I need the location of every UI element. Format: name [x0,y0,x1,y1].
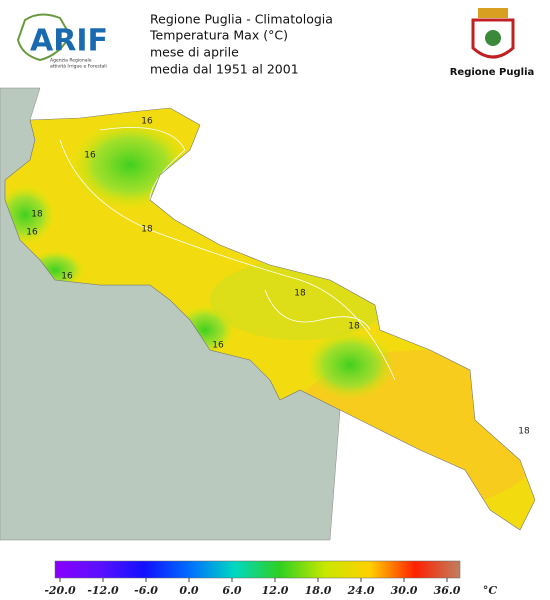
header-line: Regione Puglia - Climatologia [150,12,333,27]
header-line: Temperatura Max (°C) [149,28,288,43]
emblem-label: Regione Puglia [450,67,535,78]
contour-label: 16 [26,228,38,238]
contour-label: 16 [61,272,73,282]
header-line: mese di aprile [150,45,239,60]
isoline [59,139,396,381]
contour-label: 18 [294,289,306,299]
legend-tick-label: 6.0 [222,584,241,597]
logo-outline [16,13,72,62]
legend-tick-label: 30.0 [391,584,418,597]
legend-tick-label: 36.0 [434,584,461,597]
contour-label: 18 [518,427,530,437]
field-cool [305,330,395,400]
legend-tick-label: 18.0 [305,584,332,597]
legend-tick-label: 12.0 [262,584,289,597]
isoline [99,127,186,201]
legend-tick-label: -6.0 [134,584,158,597]
emblem-crown [478,8,508,18]
header-line: media dal 1951 al 2001 [150,62,299,77]
contour-label: 16 [212,341,224,351]
logo-subtitle: attività Irrigue e Forestali [50,63,107,70]
logo-name: ARIF [30,24,108,59]
contour-label: 18 [141,225,153,235]
logo-subtitle: Agenzia Regionale [50,58,92,64]
legend-unit: °C [483,584,498,597]
legend-tick-label: 0.0 [179,584,198,597]
region-border [4,107,536,531]
legend-bar [54,560,461,579]
contour-label: 18 [348,322,360,332]
legend-tick-label: -20.0 [44,584,76,597]
contour-label: 16 [141,117,153,127]
isoline [264,289,371,331]
legend-tick-label: 24.0 [347,584,375,597]
contour-label: 18 [31,210,43,220]
emblem-tree [485,30,501,46]
contour-label: 16 [84,151,96,161]
legend-tick-label: -12.0 [87,584,119,597]
